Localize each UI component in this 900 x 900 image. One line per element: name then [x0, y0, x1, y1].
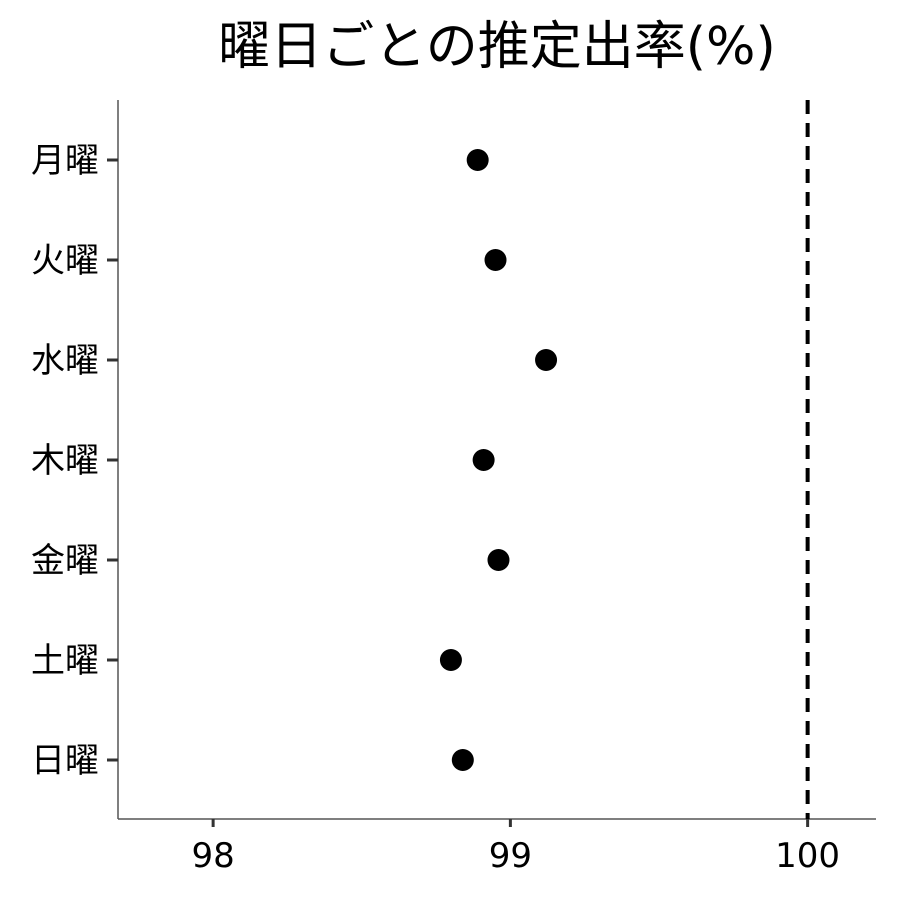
- x-tick-label: 100: [775, 836, 840, 876]
- data-point: [535, 349, 558, 371]
- chart-title: 曜日ごとの推定出率(%): [218, 17, 775, 77]
- data-point: [472, 449, 495, 471]
- data-point: [451, 749, 474, 771]
- x-tick-label: 98: [191, 836, 234, 876]
- y-tick-label: 木曜: [31, 441, 99, 481]
- y-tick-label: 日曜: [31, 741, 99, 781]
- x-tick-label: 99: [489, 836, 532, 876]
- data-point: [484, 249, 507, 271]
- y-tick-label: 月曜: [31, 141, 99, 181]
- data-point: [466, 149, 489, 171]
- data-point: [487, 549, 510, 571]
- y-tick-label: 金曜: [31, 541, 99, 581]
- data-point: [439, 649, 462, 671]
- y-tick-label: 火曜: [31, 241, 99, 281]
- y-tick-label: 土曜: [31, 641, 99, 681]
- y-tick-label: 水曜: [31, 341, 99, 381]
